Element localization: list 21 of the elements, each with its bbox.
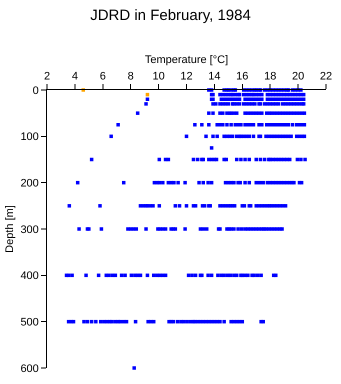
x-tick-label: 22 xyxy=(320,70,332,83)
y-tick-label: 500 xyxy=(20,316,39,329)
x-tick-label: 14 xyxy=(208,70,221,83)
y-tick-label: 600 xyxy=(20,362,39,375)
x-tick-label: 20 xyxy=(292,70,304,83)
x-axis-title: Temperature [°C] xyxy=(144,54,228,66)
x-tick-label: 16 xyxy=(236,70,248,83)
chart-title: JDRD in February, 1984 xyxy=(90,7,251,24)
x-tick-label: 4 xyxy=(72,70,78,83)
y-tick-label: 400 xyxy=(20,270,39,282)
x-tick-label: 10 xyxy=(152,70,165,83)
y-tick-label: 200 xyxy=(20,178,39,190)
y-axis-title: Depth [m] xyxy=(4,205,16,253)
x-tick-label: 8 xyxy=(128,70,134,83)
y-tick-label: 0 xyxy=(32,84,39,97)
y-tick-label: 300 xyxy=(20,224,39,236)
x-tick-label: 2 xyxy=(44,70,50,83)
x-tick-label: 18 xyxy=(264,70,276,83)
x-tick-label: 12 xyxy=(180,70,193,83)
x-tick-label: 6 xyxy=(100,70,106,83)
y-tick-label: 100 xyxy=(20,131,39,144)
